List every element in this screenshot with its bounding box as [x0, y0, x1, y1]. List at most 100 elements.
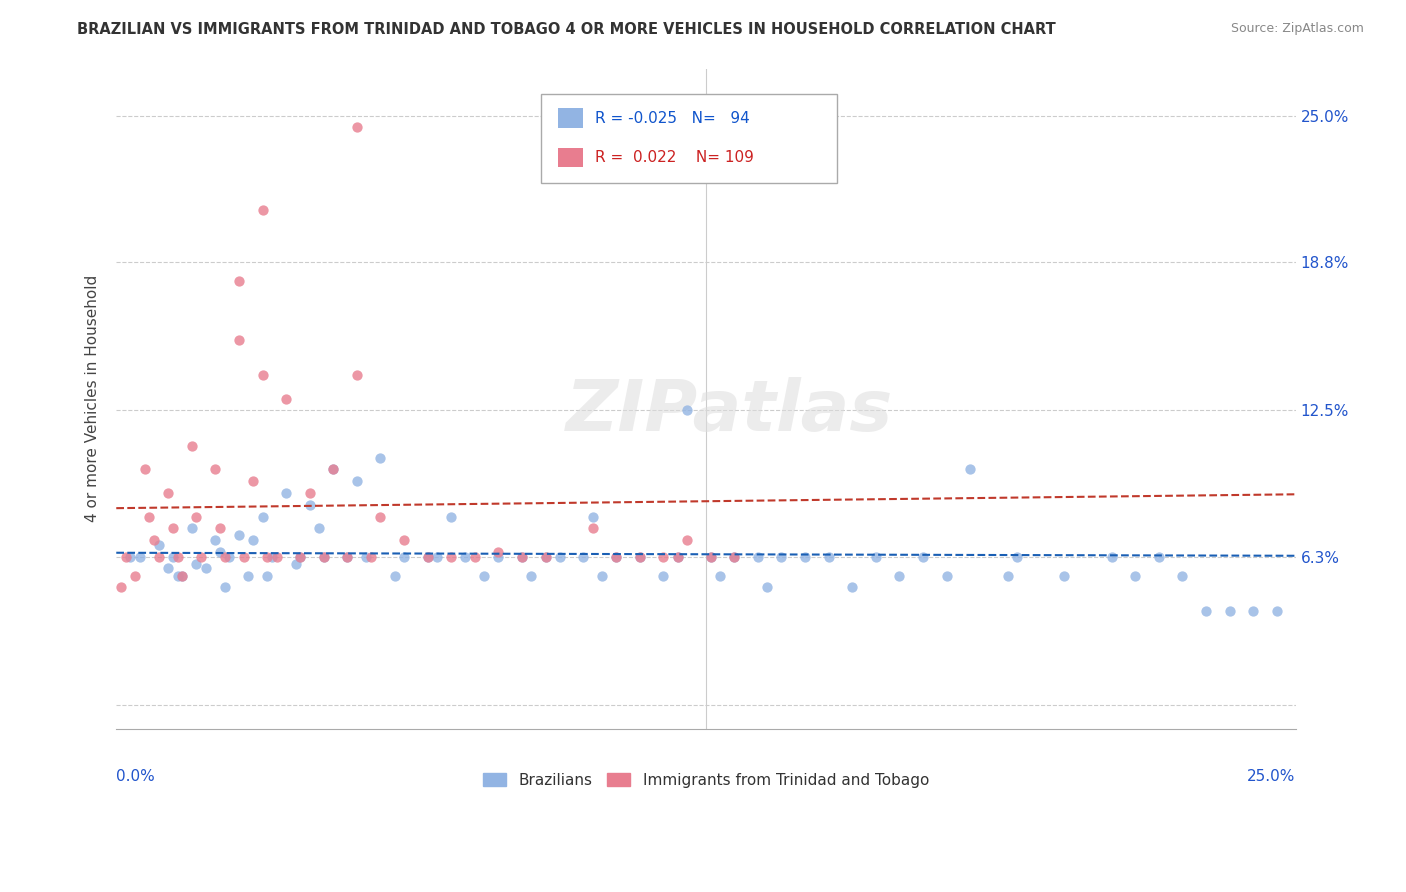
Text: R = -0.025   N=   94: R = -0.025 N= 94: [595, 112, 749, 126]
Point: [628, 549, 651, 564]
Point: [1101, 549, 1123, 564]
Point: [534, 549, 557, 564]
Point: [392, 533, 415, 548]
Point: [162, 521, 184, 535]
Point: [1053, 568, 1076, 582]
Point: [1123, 568, 1146, 582]
Y-axis label: 4 or more Vehicles in Household: 4 or more Vehicles in Household: [86, 275, 100, 523]
Point: [1147, 549, 1170, 564]
Point: [582, 521, 605, 535]
Point: [384, 568, 406, 582]
Point: [911, 549, 934, 564]
Point: [370, 509, 392, 524]
Point: [699, 549, 721, 564]
Point: [582, 509, 605, 524]
Point: [120, 549, 142, 564]
Point: [204, 462, 226, 476]
Text: Source: ZipAtlas.com: Source: ZipAtlas.com: [1230, 22, 1364, 36]
Point: [1171, 568, 1194, 582]
Point: [723, 549, 745, 564]
Point: [166, 549, 188, 564]
Text: 25.0%: 25.0%: [1247, 769, 1295, 784]
Point: [628, 549, 651, 564]
Point: [392, 549, 415, 564]
Point: [534, 549, 557, 564]
Point: [699, 549, 721, 564]
Point: [162, 549, 184, 564]
Point: [157, 561, 180, 575]
Point: [260, 549, 283, 564]
Point: [548, 549, 571, 564]
Point: [440, 549, 463, 564]
Point: [817, 549, 839, 564]
Point: [209, 545, 232, 559]
Point: [274, 392, 297, 406]
Point: [238, 568, 260, 582]
Point: [605, 549, 627, 564]
Point: [510, 549, 533, 564]
Point: [256, 568, 278, 582]
Point: [747, 549, 769, 564]
Point: [841, 580, 863, 594]
Point: [214, 549, 236, 564]
Point: [172, 568, 194, 582]
Point: [242, 474, 264, 488]
Point: [148, 538, 170, 552]
Point: [1195, 604, 1218, 618]
Point: [308, 521, 330, 535]
Point: [298, 498, 321, 512]
Text: BRAZILIAN VS IMMIGRANTS FROM TRINIDAD AND TOBAGO 4 OR MORE VEHICLES IN HOUSEHOLD: BRAZILIAN VS IMMIGRANTS FROM TRINIDAD AN…: [77, 22, 1056, 37]
Point: [889, 568, 911, 582]
Point: [666, 549, 689, 564]
Text: R =  0.022    N= 109: R = 0.022 N= 109: [595, 151, 754, 165]
Point: [723, 549, 745, 564]
Point: [322, 462, 344, 476]
Point: [416, 549, 439, 564]
Point: [312, 549, 335, 564]
Point: [166, 568, 188, 582]
Point: [157, 486, 180, 500]
Point: [180, 439, 202, 453]
Point: [794, 549, 817, 564]
Point: [266, 549, 288, 564]
Point: [652, 549, 675, 564]
Point: [252, 509, 274, 524]
Point: [770, 549, 793, 564]
Point: [605, 549, 627, 564]
Point: [440, 509, 463, 524]
Point: [252, 368, 274, 382]
Point: [186, 509, 208, 524]
Point: [134, 462, 156, 476]
Point: [1265, 604, 1288, 618]
Point: [1241, 604, 1264, 618]
Point: [416, 549, 439, 564]
Point: [959, 462, 981, 476]
Point: [186, 557, 208, 571]
Point: [218, 549, 240, 564]
Point: [346, 120, 368, 135]
Point: [486, 549, 509, 564]
Point: [676, 533, 699, 548]
Legend: Brazilians, Immigrants from Trinidad and Tobago: Brazilians, Immigrants from Trinidad and…: [477, 766, 935, 794]
Point: [572, 549, 595, 564]
Point: [756, 580, 779, 594]
Point: [298, 486, 321, 500]
Point: [143, 533, 166, 548]
Point: [128, 549, 150, 564]
Point: [194, 561, 217, 575]
Point: [232, 549, 254, 564]
Point: [274, 486, 297, 500]
Point: [346, 474, 368, 488]
Point: [464, 549, 486, 564]
Point: [252, 202, 274, 217]
Point: [454, 549, 477, 564]
Point: [997, 568, 1019, 582]
Point: [242, 533, 264, 548]
Point: [486, 545, 509, 559]
Point: [709, 568, 731, 582]
Point: [114, 549, 136, 564]
Point: [228, 274, 250, 288]
Point: [312, 549, 335, 564]
Point: [336, 549, 359, 564]
Point: [190, 549, 212, 564]
